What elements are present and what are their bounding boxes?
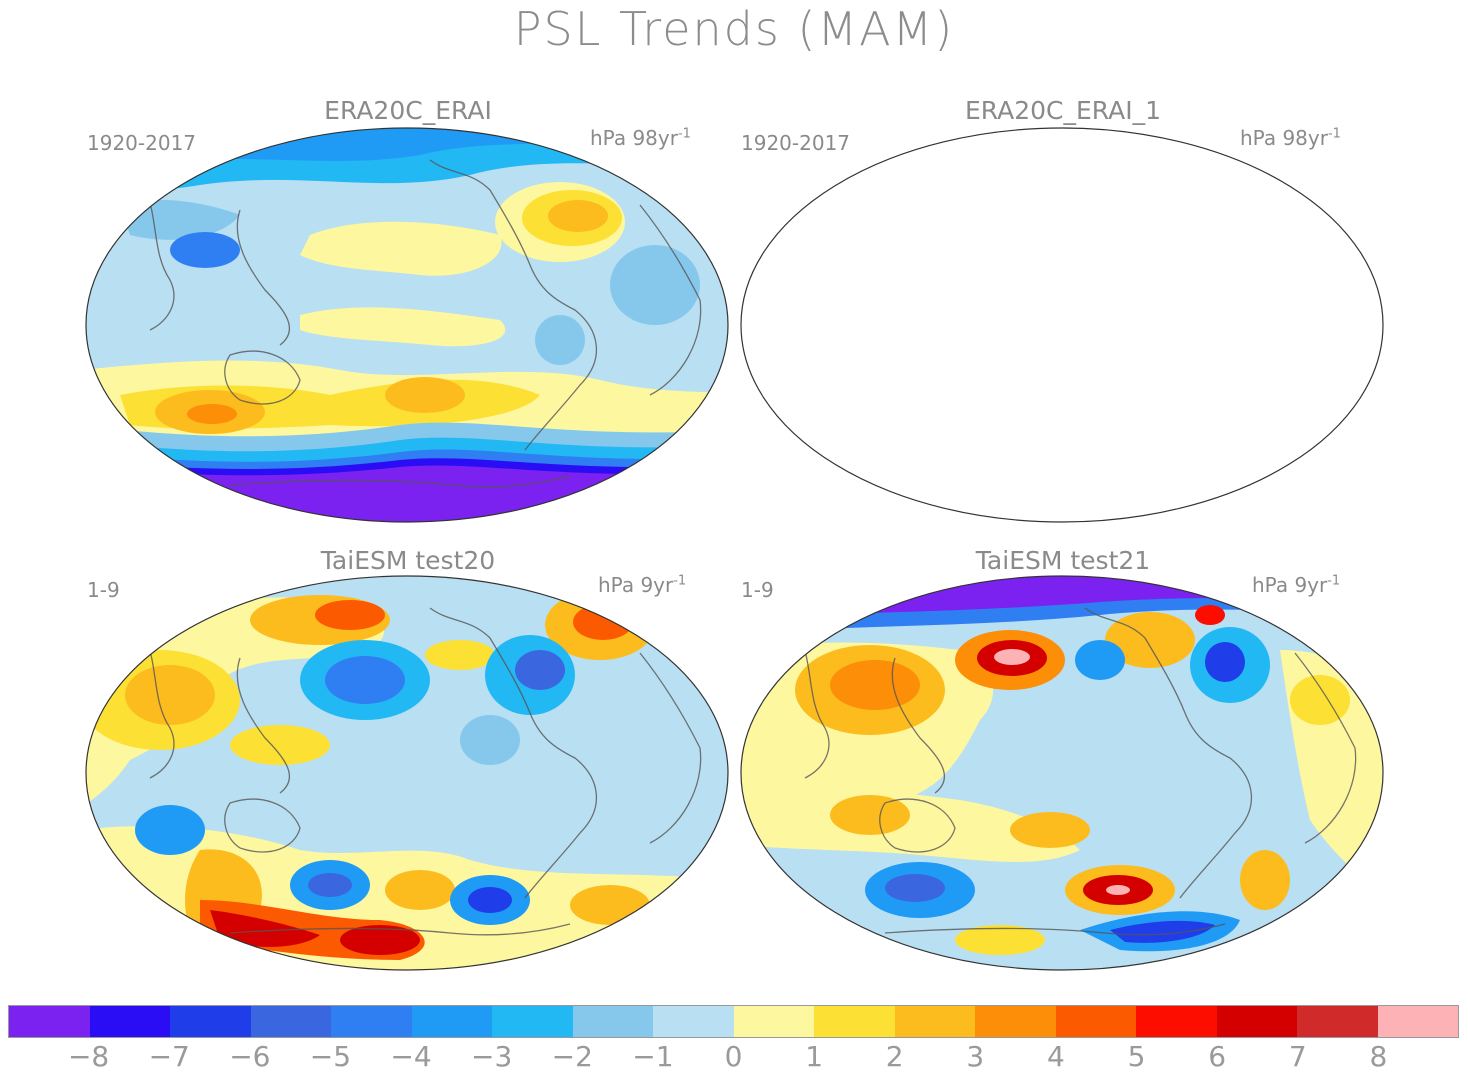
colorbar-swatch: [1055, 1006, 1136, 1037]
map-taiesm-test20: [86, 576, 728, 970]
colorbar-swatch: [89, 1006, 170, 1037]
colorbar-tick-label: −8: [67, 1040, 110, 1073]
colorbar-swatch: [733, 1006, 814, 1037]
colorbar-tick-label: −6: [229, 1040, 271, 1073]
colorbar-tick-label: 2: [885, 1040, 904, 1073]
colorbar-swatch: [894, 1006, 975, 1037]
panel-title-era20c-erai-1: ERA20C_ERAI_1: [964, 96, 1162, 125]
colorbar-swatch: [814, 1006, 895, 1037]
colorbar-tick-label: −3: [471, 1040, 513, 1073]
map-panels: [85, 120, 1395, 971]
panel-units-taiesm-test20: hPa 9yr-1: [598, 573, 687, 597]
colorbar-swatch: [250, 1006, 331, 1037]
colorbar-tick-label: −2: [551, 1040, 593, 1073]
colorbar-swatch: [572, 1006, 653, 1037]
colorbar-swatch: [9, 1006, 90, 1037]
colorbar-tick-label: 3: [966, 1040, 985, 1073]
colorbar-tick-label: −4: [390, 1040, 432, 1073]
panel-period-era20c-erai-1: 1920-2017: [741, 131, 851, 155]
figure-title: PSL Trends (MAM): [513, 2, 955, 56]
colorbar-swatch: [1136, 1006, 1217, 1037]
colorbar-tick-label: 0: [724, 1040, 743, 1073]
colorbar-tick-label: 8: [1369, 1040, 1388, 1073]
colorbar-swatch: [331, 1006, 412, 1037]
map-era20c-erai: [86, 128, 728, 522]
colorbar-tick-label: −7: [148, 1040, 190, 1073]
panel-units-era20c-erai: hPa 98yr-1: [590, 126, 691, 150]
colorbar-swatch: [411, 1006, 492, 1037]
colorbar-swatch: [1216, 1006, 1297, 1037]
panel-units-taiesm-test21: hPa 9yr-1: [1252, 573, 1341, 597]
panel-period-taiesm-test21: 1-9: [741, 578, 774, 602]
panel-units-era20c-erai-1: hPa 98yr-1: [1240, 126, 1341, 150]
panel-title-taiesm-test21: TaiESM test21: [975, 546, 1151, 575]
panel-period-era20c-erai: 1920-2017: [87, 131, 197, 155]
colorbar-tick-label: 1: [805, 1040, 824, 1073]
colorbar-tick-label: −5: [309, 1040, 352, 1073]
colorbar-swatch: [492, 1006, 573, 1037]
colorbar: [8, 1005, 1459, 1038]
colorbar-tick-label: 4: [1047, 1040, 1065, 1073]
colorbar-swatch: [653, 1006, 734, 1037]
colorbar-tick-label: 6: [1208, 1040, 1227, 1073]
panel-period-taiesm-test20: 1-9: [87, 578, 120, 602]
panel-title-era20c-erai: ERA20C_ERAI: [324, 96, 492, 125]
colorbar-swatch: [170, 1006, 251, 1037]
panel-title-taiesm-test20: TaiESM test20: [320, 546, 496, 575]
map-taiesm-test21: [741, 576, 1383, 970]
colorbar-tick-label: 7: [1288, 1040, 1307, 1073]
colorbar-swatch: [975, 1006, 1056, 1037]
colorbar-swatch: [1297, 1006, 1378, 1037]
colorbar-swatch: [1377, 1006, 1458, 1037]
map-era20c-erai-1: [735, 120, 1395, 530]
colorbar-tick-label: 5: [1127, 1040, 1146, 1073]
colorbar-tick-label: −1: [632, 1040, 674, 1073]
